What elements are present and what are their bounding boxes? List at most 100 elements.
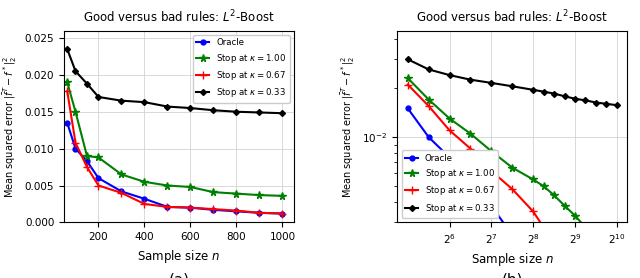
Stop at $\kappa = 0.33$ <box>613 103 621 107</box>
Stop at $\kappa = 0.33$ <box>561 95 568 98</box>
Stop at $\kappa = 0.33$ <box>529 88 537 91</box>
Stop at $\kappa = 0.67$ <box>141 202 148 206</box>
Stop at $\kappa = 1.00$ <box>255 193 263 197</box>
Stop at $\kappa = 0.67$ <box>209 207 217 211</box>
Title: Good versus bad rules: $L^2$-Boost: Good versus bad rules: $L^2$-Boost <box>83 9 275 25</box>
Stop at $\kappa = 1.00$ <box>63 81 71 84</box>
Stop at $\kappa = 0.33$ <box>63 47 71 51</box>
Stop at $\kappa = 0.67$ <box>72 141 79 144</box>
Stop at $\kappa = 0.33$ <box>278 111 286 115</box>
Stop at $\kappa = 0.33$ <box>255 111 263 114</box>
Stop at $\kappa = 1.00$ <box>404 76 412 80</box>
Stop at $\kappa = 0.67$ <box>467 147 474 150</box>
Stop at $\kappa = 1.00$ <box>613 257 621 260</box>
Stop at $\kappa = 1.00$ <box>529 178 537 181</box>
Oracle <box>95 177 102 180</box>
Oracle <box>404 107 412 110</box>
Oracle <box>255 211 263 215</box>
Stop at $\kappa = 0.33$ <box>187 106 195 110</box>
Stop at $\kappa = 0.67$ <box>508 187 516 191</box>
Oracle <box>72 147 79 150</box>
Stop at $\kappa = 1.00$ <box>232 192 240 195</box>
Line: Stop at $\kappa = 1.00$: Stop at $\kappa = 1.00$ <box>404 74 621 262</box>
Stop at $\kappa = 0.67$ <box>232 209 240 212</box>
Stop at $\kappa = 1.00$ <box>278 194 286 197</box>
Stop at $\kappa = 0.67$ <box>118 191 125 195</box>
Stop at $\kappa = 1.00$ <box>561 204 568 207</box>
Oracle <box>529 261 537 264</box>
Line: Stop at $\kappa = 0.67$: Stop at $\kappa = 0.67$ <box>63 87 286 217</box>
Text: (b): (b) <box>502 272 523 278</box>
Stop at $\kappa = 1.00$ <box>571 214 579 217</box>
Stop at $\kappa = 0.33$ <box>141 100 148 104</box>
Stop at $\kappa = 1.00$ <box>164 184 172 187</box>
Stop at $\kappa = 0.67$ <box>83 165 91 169</box>
Stop at $\kappa = 1.00$ <box>72 110 79 113</box>
Stop at $\kappa = 0.33$ <box>571 97 579 100</box>
Line: Stop at $\kappa = 1.00$: Stop at $\kappa = 1.00$ <box>63 78 286 200</box>
Stop at $\kappa = 1.00$ <box>592 237 600 240</box>
Stop at $\kappa = 0.33$ <box>582 99 589 102</box>
Stop at $\kappa = 0.33$ <box>445 73 453 77</box>
Oracle <box>278 212 286 215</box>
Oracle <box>141 197 148 200</box>
Stop at $\kappa = 1.00$ <box>582 226 589 229</box>
Stop at $\kappa = 0.67$ <box>255 211 263 215</box>
Legend: Oracle, Stop at $\kappa = 1.00$, Stop at $\kappa = 0.67$, Stop at $\kappa = 0.33: Oracle, Stop at $\kappa = 1.00$, Stop at… <box>402 150 499 218</box>
Stop at $\kappa = 1.00$ <box>118 173 125 176</box>
Line: Stop at $\kappa = 0.67$: Stop at $\kappa = 0.67$ <box>404 81 621 278</box>
Line: Stop at $\kappa = 0.33$: Stop at $\kappa = 0.33$ <box>65 47 284 115</box>
Stop at $\kappa = 1.00$ <box>209 190 217 194</box>
Stop at $\kappa = 0.33$ <box>488 81 495 85</box>
Legend: Oracle, Stop at $\kappa = 1.00$, Stop at $\kappa = 0.67$, Stop at $\kappa = 0.33: Oracle, Stop at $\kappa = 1.00$, Stop at… <box>193 35 289 103</box>
Stop at $\kappa = 0.67$ <box>529 210 537 213</box>
Stop at $\kappa = 1.00$ <box>508 166 516 169</box>
Oracle <box>488 204 495 207</box>
Stop at $\kappa = 1.00$ <box>488 150 495 153</box>
Stop at $\kappa = 0.33$ <box>209 109 217 112</box>
Title: Good versus bad rules: $L^2$-Boost: Good versus bad rules: $L^2$-Boost <box>417 9 608 25</box>
Stop at $\kappa = 0.33$ <box>164 105 172 108</box>
Oracle <box>63 121 71 125</box>
X-axis label: Sample size $n$: Sample size $n$ <box>138 248 220 265</box>
Oracle <box>83 160 91 163</box>
Line: Stop at $\kappa = 0.33$: Stop at $\kappa = 0.33$ <box>406 57 619 107</box>
Stop at $\kappa = 0.33$ <box>72 70 79 73</box>
Oracle <box>118 190 125 193</box>
Stop at $\kappa = 0.67$ <box>95 184 102 187</box>
Stop at $\kappa = 0.33$ <box>550 92 558 95</box>
Stop at $\kappa = 0.67$ <box>187 206 195 209</box>
X-axis label: Sample size $n$: Sample size $n$ <box>471 252 554 269</box>
Oracle <box>209 208 217 212</box>
Stop at $\kappa = 0.67$ <box>278 212 286 215</box>
Stop at $\kappa = 0.33$ <box>592 101 600 104</box>
Oracle <box>508 234 516 237</box>
Oracle <box>232 210 240 213</box>
Stop at $\kappa = 0.33$ <box>540 90 547 93</box>
Y-axis label: Mean squared error $|\bar{f}^T - f^*|^2_2$: Mean squared error $|\bar{f}^T - f^*|^2_… <box>340 55 357 198</box>
Stop at $\kappa = 0.33$ <box>118 99 125 102</box>
Stop at $\kappa = 0.33$ <box>467 78 474 81</box>
Stop at $\kappa = 1.00$ <box>425 98 433 101</box>
Stop at $\kappa = 0.67$ <box>550 249 558 253</box>
Stop at $\kappa = 1.00$ <box>540 185 547 188</box>
Stop at $\kappa = 0.33$ <box>602 102 610 105</box>
Stop at $\kappa = 0.67$ <box>540 226 547 229</box>
Stop at $\kappa = 1.00$ <box>141 180 148 183</box>
Text: (a): (a) <box>168 272 189 278</box>
Stop at $\kappa = 0.67$ <box>404 83 412 86</box>
Stop at $\kappa = 1.00$ <box>95 156 102 159</box>
Stop at $\kappa = 1.00$ <box>83 154 91 158</box>
Stop at $\kappa = 0.33$ <box>83 82 91 85</box>
Stop at $\kappa = 0.67$ <box>445 129 453 132</box>
Stop at $\kappa = 1.00$ <box>550 193 558 197</box>
Oracle <box>164 205 172 208</box>
Stop at $\kappa = 0.67$ <box>164 205 172 208</box>
Y-axis label: Mean squared error $|\bar{f}^T - f^*|^2_2$: Mean squared error $|\bar{f}^T - f^*|^2_… <box>2 55 19 198</box>
Oracle <box>445 156 453 159</box>
Oracle <box>425 135 433 139</box>
Line: Oracle: Oracle <box>65 120 285 216</box>
Stop at $\kappa = 0.33$ <box>95 95 102 99</box>
Oracle <box>467 178 474 181</box>
Stop at $\kappa = 0.33$ <box>232 110 240 113</box>
